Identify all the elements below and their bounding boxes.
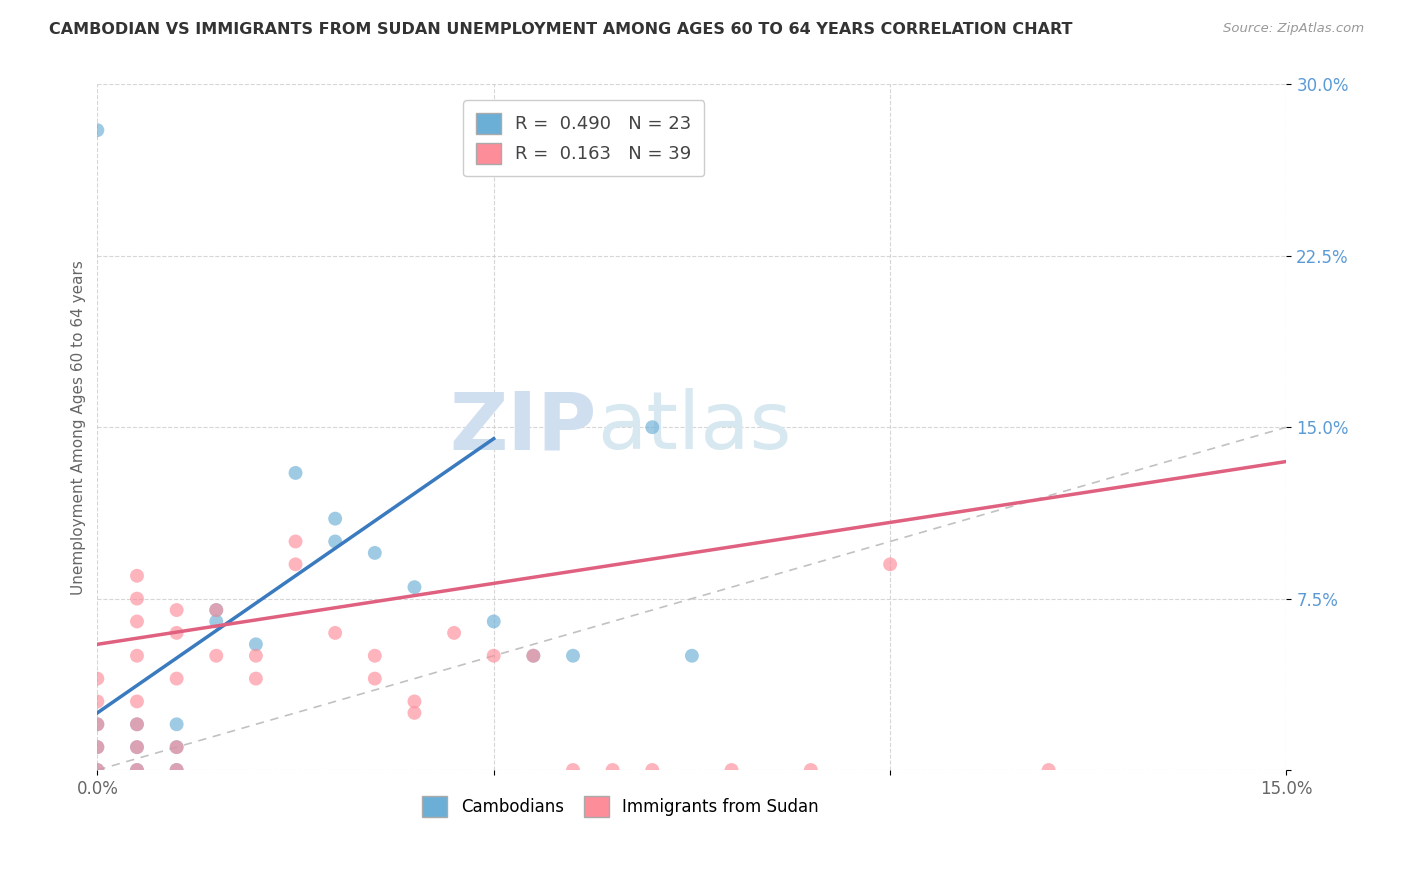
Legend: Cambodians, Immigrants from Sudan: Cambodians, Immigrants from Sudan <box>416 789 825 823</box>
Point <box>364 546 387 560</box>
Point <box>404 706 426 720</box>
Point <box>125 717 148 731</box>
Point <box>245 637 267 651</box>
Point <box>166 763 188 777</box>
Point <box>166 740 188 755</box>
Text: atlas: atlas <box>596 388 792 467</box>
Text: Source: ZipAtlas.com: Source: ZipAtlas.com <box>1223 22 1364 36</box>
Text: CAMBODIAN VS IMMIGRANTS FROM SUDAN UNEMPLOYMENT AMONG AGES 60 TO 64 YEARS CORREL: CAMBODIAN VS IMMIGRANTS FROM SUDAN UNEMP… <box>49 22 1073 37</box>
Point <box>205 603 228 617</box>
Point <box>800 763 823 777</box>
Text: ZIP: ZIP <box>450 388 596 467</box>
Point <box>443 626 465 640</box>
Point <box>641 420 664 434</box>
Point <box>562 648 585 663</box>
Point <box>641 763 664 777</box>
Point <box>125 740 148 755</box>
Point <box>125 740 148 755</box>
Point <box>125 615 148 629</box>
Point <box>86 740 108 755</box>
Point <box>125 694 148 708</box>
Point <box>364 648 387 663</box>
Point <box>284 558 307 572</box>
Point <box>125 717 148 731</box>
Point <box>562 763 585 777</box>
Point <box>125 568 148 582</box>
Point <box>86 694 108 708</box>
Point <box>166 603 188 617</box>
Point <box>205 603 228 617</box>
Point <box>284 534 307 549</box>
Point <box>404 694 426 708</box>
Point <box>602 763 624 777</box>
Point <box>86 763 108 777</box>
Point <box>166 717 188 731</box>
Point <box>681 648 703 663</box>
Point <box>522 648 544 663</box>
Point <box>482 615 505 629</box>
Point <box>323 534 346 549</box>
Point <box>284 466 307 480</box>
Point <box>245 648 267 663</box>
Point <box>166 763 188 777</box>
Point <box>245 672 267 686</box>
Point <box>125 648 148 663</box>
Point <box>364 672 387 686</box>
Point <box>522 648 544 663</box>
Point <box>86 123 108 137</box>
Point <box>879 558 901 572</box>
Point <box>482 648 505 663</box>
Point <box>125 763 148 777</box>
Point <box>166 672 188 686</box>
Point <box>166 626 188 640</box>
Point <box>205 615 228 629</box>
Point <box>125 763 148 777</box>
Point <box>125 591 148 606</box>
Point <box>720 763 742 777</box>
Y-axis label: Unemployment Among Ages 60 to 64 years: Unemployment Among Ages 60 to 64 years <box>72 260 86 595</box>
Point <box>166 740 188 755</box>
Point <box>86 763 108 777</box>
Point <box>86 740 108 755</box>
Point <box>205 648 228 663</box>
Point <box>323 626 346 640</box>
Point <box>1038 763 1060 777</box>
Point <box>86 717 108 731</box>
Point <box>404 580 426 594</box>
Point <box>86 672 108 686</box>
Point <box>323 511 346 525</box>
Point <box>86 717 108 731</box>
